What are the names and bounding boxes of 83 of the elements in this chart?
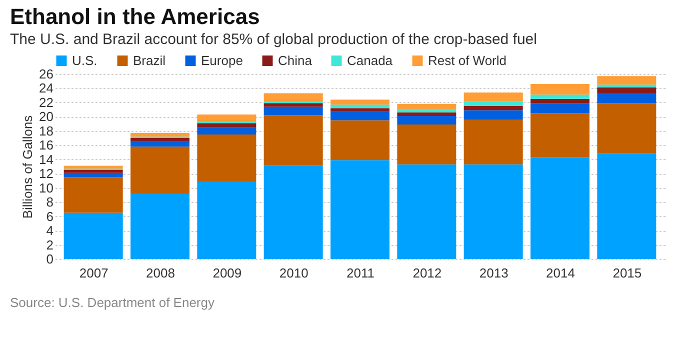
bar	[530, 157, 590, 259]
bar	[264, 93, 323, 102]
bar	[397, 110, 456, 112]
y-tick-label: 2	[46, 237, 54, 252]
y-tick-label: 24	[39, 80, 54, 96]
y-tick-label: 6	[46, 208, 54, 224]
bar	[197, 181, 256, 259]
bar	[530, 98, 590, 104]
y-tick-label: 10	[39, 180, 54, 196]
legend-label: Canada	[347, 52, 394, 68]
x-tick-label: 2007	[79, 266, 108, 280]
x-tick-label: 2014	[546, 266, 575, 280]
y-tick-label: 4	[46, 223, 54, 238]
y-tick-label: 14	[39, 152, 54, 167]
bar	[464, 120, 523, 164]
bar	[397, 104, 456, 110]
bar	[464, 92, 523, 102]
bar	[464, 164, 523, 259]
bar	[264, 165, 323, 259]
bar	[64, 177, 123, 213]
bar	[597, 154, 656, 259]
y-tick-label: 18	[39, 123, 54, 138]
y-tick-label: 0	[46, 252, 54, 266]
bar	[397, 112, 456, 116]
bar	[197, 127, 256, 134]
y-tick-label: 8	[46, 194, 54, 210]
bar	[264, 103, 323, 107]
legend-label: Europe	[201, 52, 243, 68]
bar	[397, 124, 456, 164]
bar	[597, 94, 656, 104]
bar	[597, 103, 656, 154]
x-tick-label: 2013	[479, 266, 508, 280]
bar	[130, 138, 190, 142]
bar	[330, 120, 390, 160]
bar	[597, 76, 656, 85]
bar	[197, 134, 256, 182]
bar	[464, 110, 523, 120]
bar	[330, 104, 390, 108]
x-tick-label: 2011	[346, 266, 374, 280]
bar	[530, 113, 590, 158]
bar	[397, 116, 456, 125]
bar	[64, 212, 123, 259]
bar	[330, 112, 390, 120]
x-tick-label: 2008	[146, 266, 175, 280]
x-tick-label: 2009	[212, 266, 242, 280]
bar	[130, 146, 190, 194]
y-tick-label: 20	[39, 109, 54, 124]
y-tick-label: 16	[39, 138, 54, 153]
bar	[130, 133, 190, 137]
bar	[197, 120, 256, 124]
bar	[64, 170, 123, 173]
bar	[530, 103, 590, 114]
legend-label: U.S.	[72, 52, 98, 68]
bar	[264, 115, 323, 166]
bar	[330, 100, 390, 105]
bar	[530, 94, 590, 99]
bar	[330, 160, 390, 259]
bar	[130, 194, 190, 259]
bar	[397, 164, 456, 259]
source-note: Source: U.S. Department of Energy	[10, 295, 215, 310]
legend-label: Rest of World	[428, 52, 507, 68]
x-tick-label: 2012	[412, 266, 442, 280]
legend-label: Brazil	[133, 52, 166, 68]
y-tick-label: 12	[39, 166, 54, 182]
bar	[197, 114, 256, 121]
bar	[464, 106, 523, 110]
bar	[264, 106, 323, 116]
bar	[464, 102, 523, 106]
bar	[530, 84, 590, 95]
x-tick-label: 2015	[612, 266, 642, 280]
y-tick-label: 22	[39, 94, 54, 110]
legend-label: China	[278, 52, 313, 68]
bar	[197, 123, 256, 128]
bar	[597, 88, 656, 94]
bar	[64, 172, 123, 178]
chart-subtitle: The U.S. and Brazil account for 85% of global production of the crop-based fuel	[10, 31, 537, 48]
x-tick-label: 2010	[279, 266, 308, 280]
bar	[597, 84, 656, 88]
bar	[330, 108, 390, 112]
bar	[130, 142, 190, 147]
y-tick-label: 26	[39, 66, 54, 82]
chart-title: Ethanol in the Americas	[10, 4, 260, 29]
y-axis-title: Billions of Gallons	[20, 114, 36, 219]
